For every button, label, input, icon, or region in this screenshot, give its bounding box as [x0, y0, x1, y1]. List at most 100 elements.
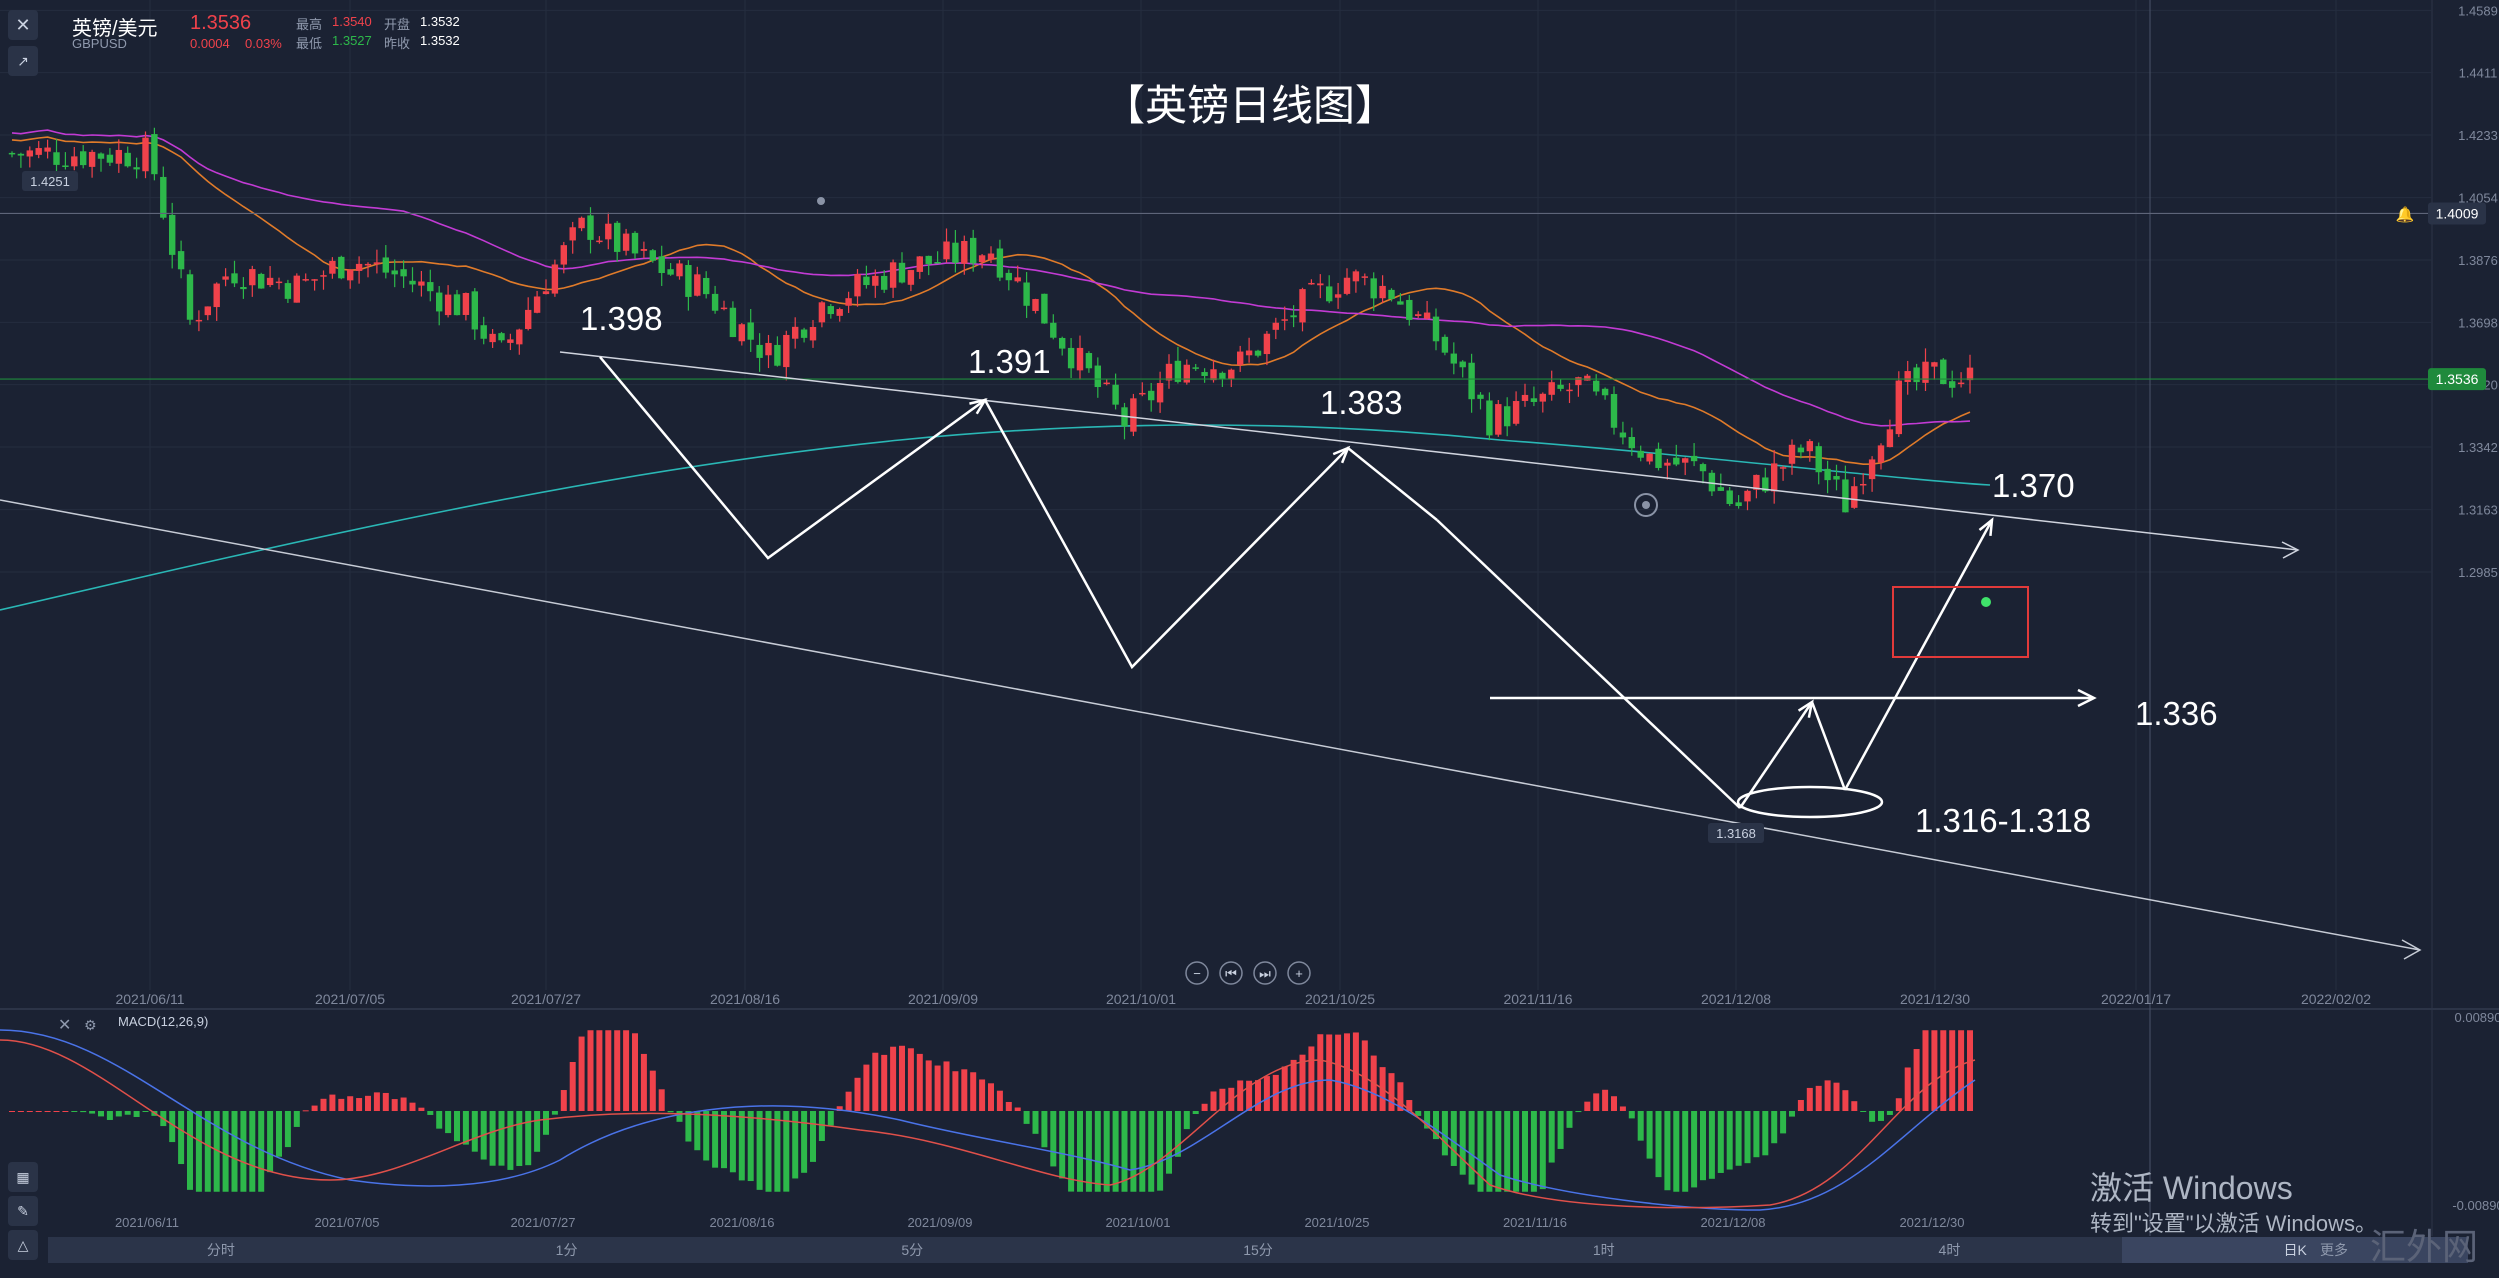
macd-bar	[36, 1111, 42, 1112]
candle-body	[1584, 376, 1590, 381]
macd-bar	[810, 1111, 816, 1162]
macd-bar	[1157, 1111, 1163, 1191]
macd-bar	[677, 1111, 683, 1122]
macd-bar	[694, 1111, 700, 1150]
candle-body	[1940, 360, 1946, 384]
candle-body	[196, 320, 202, 322]
candle-body	[1709, 473, 1715, 492]
candle-body	[1887, 429, 1893, 447]
macd-bar	[1709, 1111, 1715, 1179]
candle-body	[765, 343, 771, 355]
close-icon[interactable]: ✕	[8, 10, 38, 40]
x-tick-label: 2022/02/02	[2301, 991, 2371, 1007]
macd-bar	[1558, 1111, 1564, 1149]
tab-timeshare[interactable]: 分时	[48, 1237, 394, 1263]
macd-bar	[944, 1061, 950, 1111]
candle-body	[409, 281, 415, 285]
open-label: 开盘	[384, 14, 410, 33]
candle-body	[1308, 283, 1314, 285]
candle-body	[329, 261, 335, 274]
candle-body	[1744, 491, 1750, 502]
macd-bar	[1113, 1111, 1119, 1192]
macd-bar	[1691, 1111, 1697, 1187]
y-tick-label: 1.4589	[2458, 3, 2498, 18]
macd-bar	[276, 1111, 282, 1157]
candle-body	[187, 274, 193, 319]
x-tick-label: 2021/08/16	[710, 991, 780, 1007]
candle-body	[1682, 458, 1688, 462]
candle-body	[249, 269, 255, 285]
macd-x-tick-label: 2021/11/16	[1503, 1215, 1567, 1230]
macd-bar	[935, 1066, 941, 1111]
candle-body	[1860, 484, 1866, 486]
candle-body	[961, 241, 967, 264]
x-tick-label: 2021/10/01	[1106, 991, 1176, 1007]
candle-body	[1798, 448, 1804, 453]
candle-body	[1922, 362, 1928, 383]
shape-icon[interactable]: △	[8, 1230, 38, 1260]
x-tick-label: 2021/11/16	[1503, 991, 1572, 1007]
candle-body	[890, 262, 896, 287]
candle-body	[650, 250, 656, 261]
candle-body	[1006, 273, 1012, 280]
y-tick-label: 1.3876	[2458, 253, 2498, 268]
candle-body	[632, 233, 638, 254]
candle-body	[1949, 381, 1955, 388]
candle-body	[1807, 441, 1813, 451]
macd-bar	[1166, 1111, 1172, 1174]
macd-bar	[516, 1111, 522, 1166]
y-tick-label: 1.3698	[2458, 315, 2498, 330]
tab-5m[interactable]: 5分	[739, 1237, 1085, 1263]
macd-bar	[961, 1069, 967, 1111]
low-value: 1.3527	[332, 33, 372, 48]
candle-body	[1442, 337, 1448, 353]
candle-body	[1379, 286, 1385, 298]
candle-body	[303, 279, 309, 281]
y-tick-label: 1.3342	[2458, 440, 2498, 455]
macd-bar	[1184, 1111, 1190, 1129]
macd-bar	[383, 1093, 389, 1111]
macd-bar	[561, 1090, 567, 1111]
macd-bar	[1647, 1111, 1653, 1159]
tab-1m[interactable]: 1分	[394, 1237, 740, 1263]
macd-bar	[1780, 1111, 1786, 1133]
candle-body	[294, 276, 300, 303]
macd-bar	[134, 1111, 140, 1117]
tab-15m[interactable]: 15分	[1085, 1237, 1431, 1263]
indicator-icon[interactable]: ▦	[8, 1162, 38, 1192]
candle-body	[116, 150, 122, 164]
macd-bar	[872, 1053, 878, 1111]
draw-tool-icon[interactable]: ↗	[8, 46, 38, 76]
macd-bar	[1335, 1035, 1341, 1111]
tab-1h[interactable]: 1时	[1431, 1237, 1777, 1263]
macd-bar	[1700, 1111, 1706, 1180]
candle-body	[1575, 377, 1581, 385]
more-button[interactable]: 更多	[2320, 1237, 2348, 1263]
pen-icon[interactable]: ✎	[8, 1196, 38, 1226]
macd-bar	[1522, 1111, 1528, 1192]
macd-y-tick: 0.00890	[2455, 1010, 2499, 1025]
tab-4h[interactable]: 4时	[1777, 1237, 2123, 1263]
macd-bar	[1024, 1111, 1030, 1124]
macd-bar	[1308, 1046, 1314, 1111]
macd-bar	[703, 1111, 709, 1160]
macd-bar	[926, 1060, 932, 1111]
macd-bar	[1807, 1088, 1813, 1111]
macd-bar	[783, 1111, 789, 1192]
macd-x-tick-label: 2021/07/05	[314, 1215, 379, 1230]
macd-bar	[1469, 1111, 1475, 1185]
macd-bar	[525, 1111, 531, 1165]
candle-body	[53, 152, 59, 165]
price-change: 0.0004	[190, 36, 230, 51]
macd-bar	[588, 1030, 594, 1111]
macd-bar	[774, 1111, 780, 1192]
candle-body	[1896, 381, 1902, 435]
candle-body	[596, 241, 602, 243]
macd-bar	[552, 1111, 558, 1115]
macd-bar	[347, 1096, 353, 1111]
period-tabs: 分时 1分 5分 15分 1时 4时 日K	[48, 1237, 2468, 1263]
candle-body	[872, 276, 878, 286]
x-tick-label: 2021/06/11	[115, 991, 184, 1007]
